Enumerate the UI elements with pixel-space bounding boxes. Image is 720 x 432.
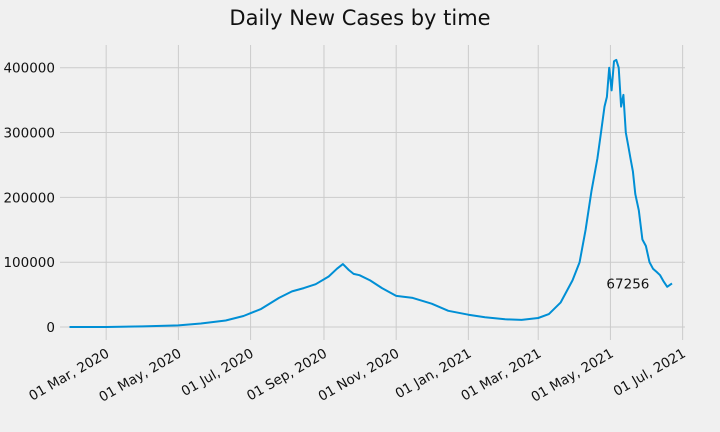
- y-tick-label: 0: [46, 320, 55, 336]
- chart-title: Daily New Cases by time: [229, 6, 490, 30]
- y-tick-label: 100000: [3, 255, 55, 271]
- y-tick-label: 200000: [3, 190, 55, 206]
- y-tick-label: 400000: [3, 61, 55, 77]
- y-tick-label: 300000: [3, 126, 55, 142]
- last-value-annotation: 67256: [606, 276, 649, 292]
- series-layer: [69, 58, 673, 328]
- series-line: [69, 58, 673, 328]
- grid-lines: [60, 45, 685, 340]
- y-axis: 0 100000 200000 300000 400000: [3, 61, 55, 336]
